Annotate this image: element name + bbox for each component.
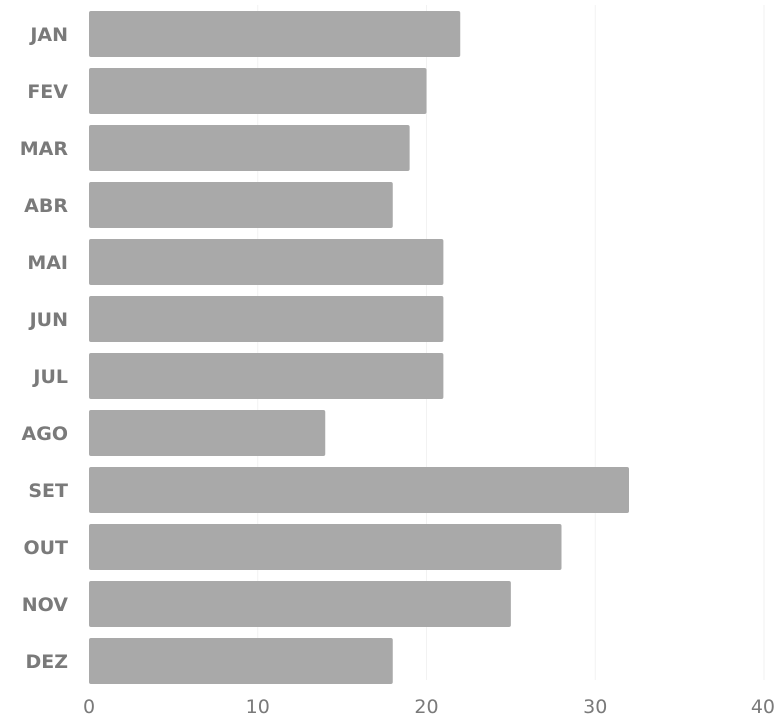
category-label-set: SET [28,480,68,502]
bar-dez [89,638,393,684]
bar-set [89,467,629,513]
category-labels: JAN FEV MAR ABR MAI JUN JUL AGO SET OUT NOV DEZ [20,24,69,673]
x-axis-ticks: 0 10 20 30 40 [83,696,775,718]
bar-mar [89,125,410,171]
bar-jan [89,11,461,57]
bar-mai [89,239,444,285]
category-label-fev: FEV [27,81,68,103]
x-tick-label-20: 20 [414,696,438,718]
bar-jun [89,296,444,342]
bar-layer [89,11,629,684]
x-tick-label-10: 10 [246,696,270,718]
x-tick-label-40: 40 [751,696,775,718]
bar-fev [89,68,427,114]
category-label-out: OUT [23,537,68,559]
category-label-ago: AGO [22,423,68,445]
x-tick-label-0: 0 [83,696,95,718]
category-label-nov: NOV [22,594,69,616]
bar-nov [89,581,511,627]
category-label-abr: ABR [24,195,68,217]
category-label-jun: JUN [28,309,68,331]
bar-jul [89,353,444,399]
bar-abr [89,182,393,228]
x-tick-label-30: 30 [583,696,607,718]
category-label-mar: MAR [20,138,69,160]
category-label-jan: JAN [28,24,68,46]
category-label-jul: JUL [31,366,68,388]
category-label-mai: MAI [27,252,68,274]
category-label-dez: DEZ [25,651,68,673]
bar-ago [89,410,326,456]
bar-out [89,524,562,570]
